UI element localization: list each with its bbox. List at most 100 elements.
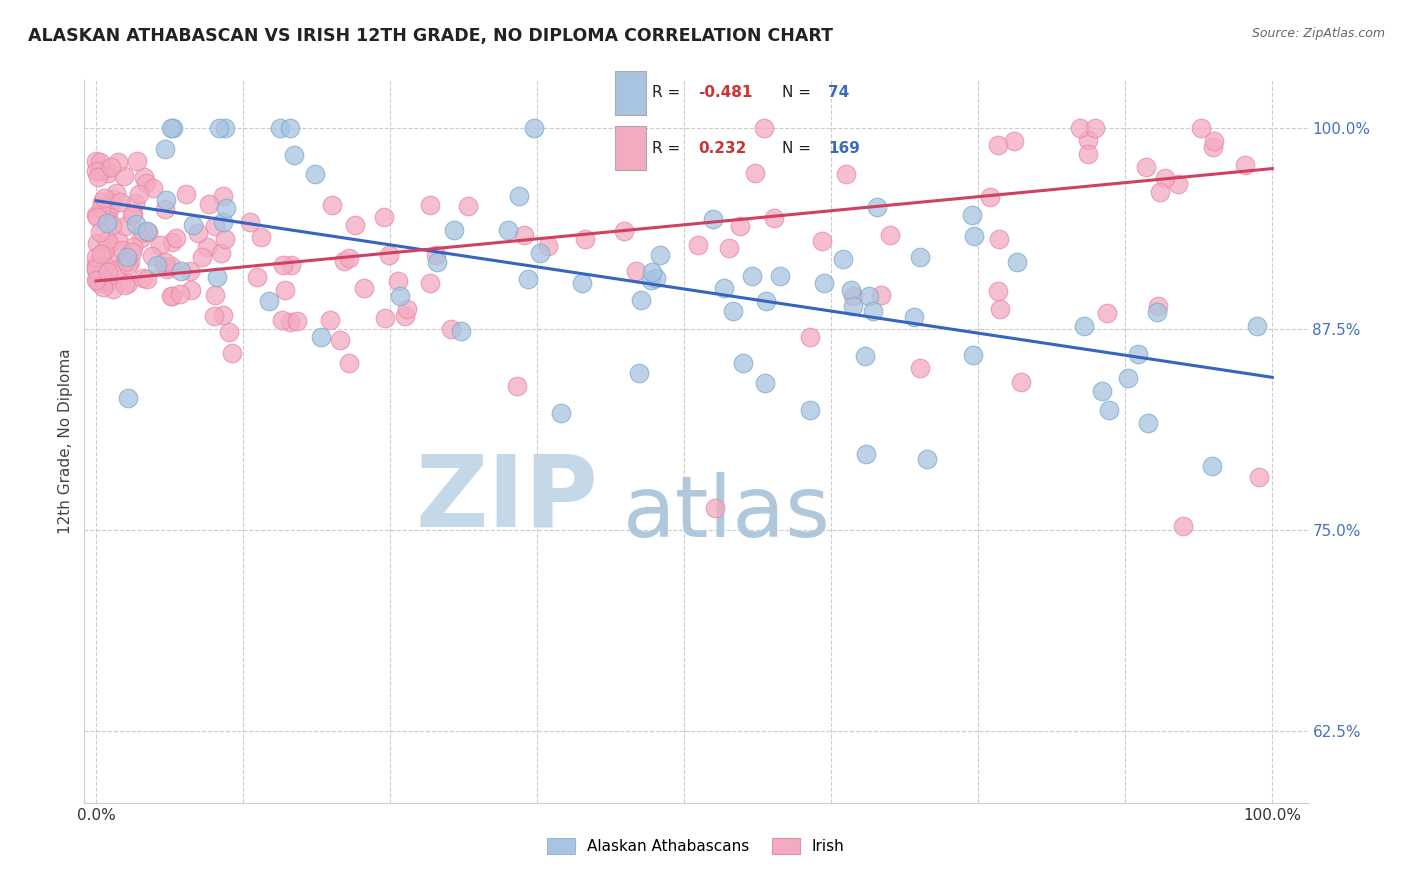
Point (419, 276, 441, 290)
Point (979, 190, 1001, 204)
Point (195, 240, 218, 254)
Point (135, 224, 157, 238)
Point (135, 177, 157, 191)
Point (132, 225, 155, 239)
FancyBboxPatch shape (614, 71, 645, 114)
Point (91, 280, 114, 294)
Point (170, 264, 193, 278)
Point (91, 194, 114, 209)
Point (1077, 134, 1099, 148)
Point (396, 301, 419, 316)
Point (1234, 158, 1257, 172)
Point (752, 121, 775, 136)
Point (125, 153, 148, 168)
Point (160, 289, 183, 303)
Point (640, 272, 662, 286)
Point (571, 277, 593, 291)
Point (755, 293, 778, 308)
Point (962, 348, 984, 362)
Point (1069, 121, 1091, 136)
Point (117, 258, 139, 272)
Point (212, 215, 235, 229)
Point (84, 208, 107, 222)
Point (162, 121, 184, 136)
Point (853, 349, 876, 363)
Point (107, 233, 129, 247)
Point (152, 259, 174, 273)
Point (84, 163, 107, 178)
Point (98, 252, 121, 266)
Point (1167, 178, 1189, 192)
Point (250, 230, 273, 244)
Point (149, 238, 172, 252)
Text: N =: N = (782, 85, 815, 100)
Point (117, 391, 139, 405)
Point (105, 263, 128, 277)
Point (870, 288, 893, 302)
Point (153, 255, 176, 269)
Point (218, 325, 240, 339)
Point (86, 273, 108, 287)
Point (717, 241, 740, 255)
Point (333, 254, 356, 268)
Point (688, 238, 710, 252)
Point (239, 215, 262, 229)
Text: atlas: atlas (623, 472, 831, 556)
Point (1137, 416, 1160, 430)
Point (910, 250, 932, 264)
Point (86, 262, 108, 277)
Point (114, 277, 136, 292)
Point (419, 198, 441, 212)
Point (1084, 121, 1107, 136)
Point (114, 219, 136, 233)
Point (97, 214, 120, 228)
Point (373, 210, 395, 224)
Point (960, 208, 983, 222)
Point (270, 312, 292, 326)
Point (96, 233, 118, 247)
Point (704, 501, 727, 516)
Point (337, 252, 360, 266)
Point (214, 121, 236, 136)
Point (811, 234, 834, 248)
Point (169, 287, 191, 301)
Point (630, 293, 652, 307)
Point (754, 376, 776, 390)
Text: N =: N = (782, 141, 815, 156)
Point (114, 253, 136, 268)
Point (645, 271, 668, 285)
Point (713, 280, 735, 294)
Point (212, 308, 235, 322)
Point (132, 169, 155, 184)
Point (208, 121, 231, 136)
Point (988, 302, 1011, 317)
Point (101, 192, 124, 206)
Point (202, 310, 225, 324)
Point (180, 283, 202, 297)
Point (389, 289, 412, 303)
Point (841, 283, 863, 297)
Point (128, 187, 150, 202)
Point (115, 250, 138, 264)
Point (496, 223, 519, 237)
Point (613, 224, 636, 238)
Point (100, 160, 122, 174)
Point (628, 366, 651, 380)
Point (529, 246, 551, 260)
Point (94, 161, 117, 176)
Point (987, 284, 1010, 298)
Point (425, 248, 447, 262)
Point (457, 199, 479, 213)
Point (1098, 402, 1121, 417)
Point (90, 202, 112, 216)
Point (121, 245, 143, 260)
Point (1149, 185, 1171, 199)
Point (107, 154, 129, 169)
Point (309, 330, 332, 344)
Point (215, 201, 238, 215)
Point (763, 211, 786, 225)
Point (1010, 376, 1032, 390)
Point (89, 226, 111, 240)
Point (813, 276, 835, 290)
Point (862, 303, 884, 318)
